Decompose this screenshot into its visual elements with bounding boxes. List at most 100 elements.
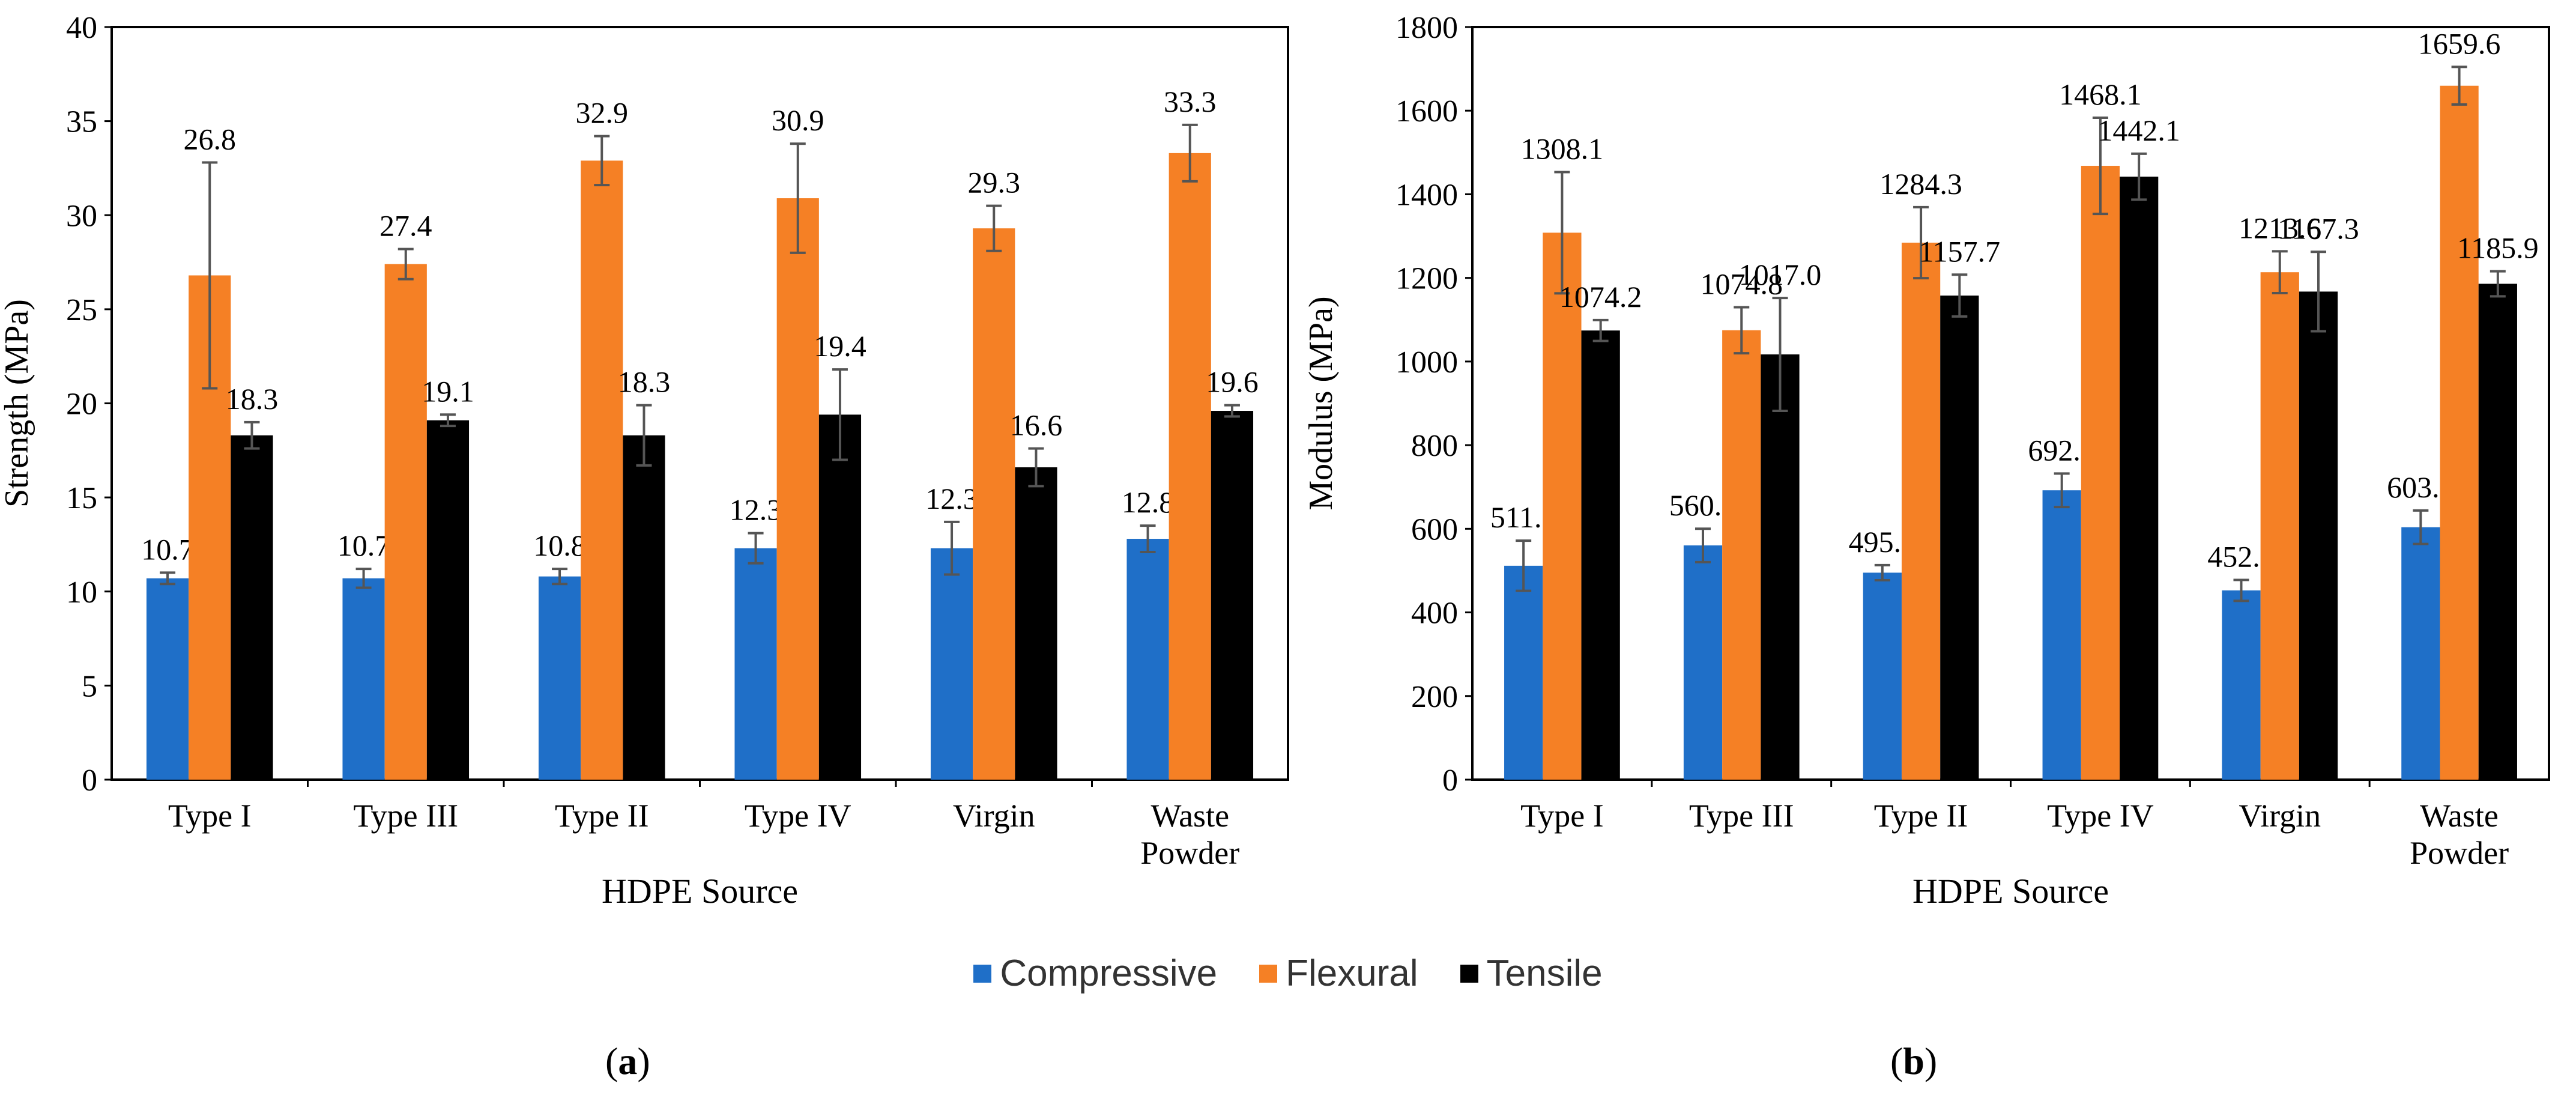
x-axis-label: HDPE Source bbox=[1912, 872, 2109, 911]
legend-label-flexural: Flexural bbox=[1286, 953, 1418, 994]
data-label: 18.3 bbox=[618, 365, 671, 399]
data-label: 1213.6 bbox=[2239, 211, 2321, 244]
data-label: 18.3 bbox=[226, 382, 279, 416]
bar-flexural bbox=[1901, 242, 1941, 780]
y-tick-label: 0 bbox=[1442, 763, 1458, 798]
bar-flexural bbox=[2081, 166, 2120, 780]
data-label: 1468.1 bbox=[2059, 77, 2142, 111]
bar-flexural bbox=[1169, 153, 1211, 780]
data-label: 1074.2 bbox=[1559, 280, 1642, 314]
bar-flexural bbox=[1722, 330, 1761, 780]
data-label: 10.7 bbox=[141, 532, 194, 566]
y-axis-label: Strength (MPa) bbox=[0, 299, 35, 508]
data-label: 1659.6 bbox=[2418, 26, 2501, 60]
panel-label-b: (b) bbox=[1890, 1040, 1938, 1082]
data-label: 19.6 bbox=[1206, 365, 1259, 399]
legend-item-tensile: Tensile bbox=[1460, 952, 1603, 995]
y-tick-label: 600 bbox=[1411, 512, 1458, 547]
x-axis-label: HDPE Source bbox=[602, 872, 798, 911]
x-tick-label: Type III bbox=[1689, 798, 1794, 834]
y-tick-label: 800 bbox=[1411, 429, 1458, 463]
bar-compressive bbox=[342, 578, 385, 780]
data-label: 1442.1 bbox=[2097, 114, 2180, 147]
y-tick-label: 20 bbox=[66, 387, 97, 422]
bar-compressive bbox=[2042, 490, 2081, 780]
data-label: 1074.8 bbox=[1701, 267, 1783, 301]
y-tick-label: 400 bbox=[1411, 596, 1458, 631]
bar-compressive bbox=[538, 576, 581, 780]
x-tick-label: Waste Powder bbox=[1140, 798, 1239, 871]
y-tick-label: 10 bbox=[66, 575, 97, 610]
bar-tensile bbox=[2120, 177, 2159, 780]
panel-letter-b: b bbox=[1903, 1040, 1924, 1082]
x-tick-label: Type IV bbox=[745, 798, 851, 834]
bar-compressive bbox=[1863, 572, 1902, 780]
y-tick-label: 5 bbox=[82, 669, 97, 703]
bar-tensile bbox=[2478, 284, 2517, 780]
legend-swatch-flexural bbox=[1259, 964, 1278, 983]
bar-flexural bbox=[1543, 232, 1582, 780]
y-tick-label: 15 bbox=[66, 481, 97, 515]
y-tick-label: 40 bbox=[66, 11, 97, 45]
y-tick-label: 35 bbox=[66, 105, 97, 139]
bar-compressive bbox=[734, 548, 777, 780]
bar-compressive bbox=[1683, 545, 1723, 780]
bar-compressive bbox=[146, 578, 189, 780]
y-tick-label: 1200 bbox=[1395, 262, 1458, 296]
bar-tensile bbox=[1761, 354, 1800, 780]
y-tick-label: 0 bbox=[82, 763, 97, 798]
bar-compressive bbox=[930, 548, 973, 780]
data-label: 19.4 bbox=[814, 329, 866, 363]
data-label: 16.6 bbox=[1010, 408, 1063, 442]
bar-tensile bbox=[1211, 411, 1254, 780]
bar-flexural bbox=[2440, 85, 2479, 780]
data-label: 1157.7 bbox=[1919, 234, 2001, 268]
bar-flexural bbox=[776, 198, 819, 780]
data-label: 1308.1 bbox=[1521, 132, 1604, 165]
y-tick-label: 30 bbox=[66, 199, 97, 233]
data-label: 33.3 bbox=[1164, 85, 1217, 118]
bar-tensile bbox=[1581, 330, 1620, 780]
y-tick-label: 1800 bbox=[1395, 11, 1458, 45]
bar-tensile bbox=[426, 420, 470, 780]
data-label: 29.3 bbox=[968, 166, 1021, 199]
bar-tensile bbox=[1015, 467, 1057, 780]
data-label: 12.8 bbox=[1122, 485, 1175, 519]
chart-strength: 0 5 10 15 20 25 30 35 40 Strength (MPa) Type I 10.7… bbox=[0, 11, 1289, 911]
data-label: 1167.3 bbox=[2278, 211, 2359, 245]
data-label: 1017.0 bbox=[1739, 258, 1822, 291]
y-tick-label: 200 bbox=[1411, 680, 1458, 714]
x-tick-label: Virgin bbox=[953, 798, 1035, 834]
bar-compressive bbox=[1504, 565, 1543, 780]
bar-tensile bbox=[1940, 296, 1979, 780]
data-label: 32.9 bbox=[576, 96, 629, 130]
bar-tensile bbox=[231, 435, 273, 780]
x-tick-label: Type II bbox=[555, 798, 649, 834]
data-label: 26.8 bbox=[184, 123, 237, 156]
chart-modulus: 0 200 400 600 800 1000 1200 1400 1600 1800 Modulus… bbox=[1302, 11, 2550, 911]
legend: Compressive Flexural Tensile bbox=[0, 952, 2576, 995]
legend-label-tensile: Tensile bbox=[1486, 953, 1603, 994]
y-tick-label: 1400 bbox=[1395, 178, 1458, 212]
bar-tensile bbox=[623, 435, 665, 780]
x-tick-label: Type II bbox=[1874, 798, 1968, 834]
plot-area bbox=[1471, 26, 2550, 781]
data-label: 1284.3 bbox=[1879, 167, 1962, 201]
bar-flexural bbox=[384, 264, 427, 780]
data-label: 1185.9 bbox=[2457, 231, 2539, 265]
bar-compressive bbox=[2222, 590, 2261, 780]
data-label: 12.3 bbox=[730, 493, 782, 527]
x-tick-label: Type I bbox=[168, 798, 252, 834]
legend-item-compressive: Compressive bbox=[973, 952, 1217, 995]
x-tick-label: Virgin bbox=[2239, 798, 2321, 834]
plot-area bbox=[110, 26, 1289, 781]
data-label: 30.9 bbox=[772, 103, 824, 137]
y-axis-label: Modulus (MPa) bbox=[1302, 296, 1340, 510]
y-tick-label: 1000 bbox=[1395, 345, 1458, 380]
data-label: 10.8 bbox=[533, 529, 586, 562]
data-label: 19.1 bbox=[422, 374, 474, 408]
data-label: 27.4 bbox=[379, 209, 432, 243]
legend-swatch-tensile bbox=[1460, 964, 1478, 983]
panel-letter-a: a bbox=[618, 1040, 638, 1082]
